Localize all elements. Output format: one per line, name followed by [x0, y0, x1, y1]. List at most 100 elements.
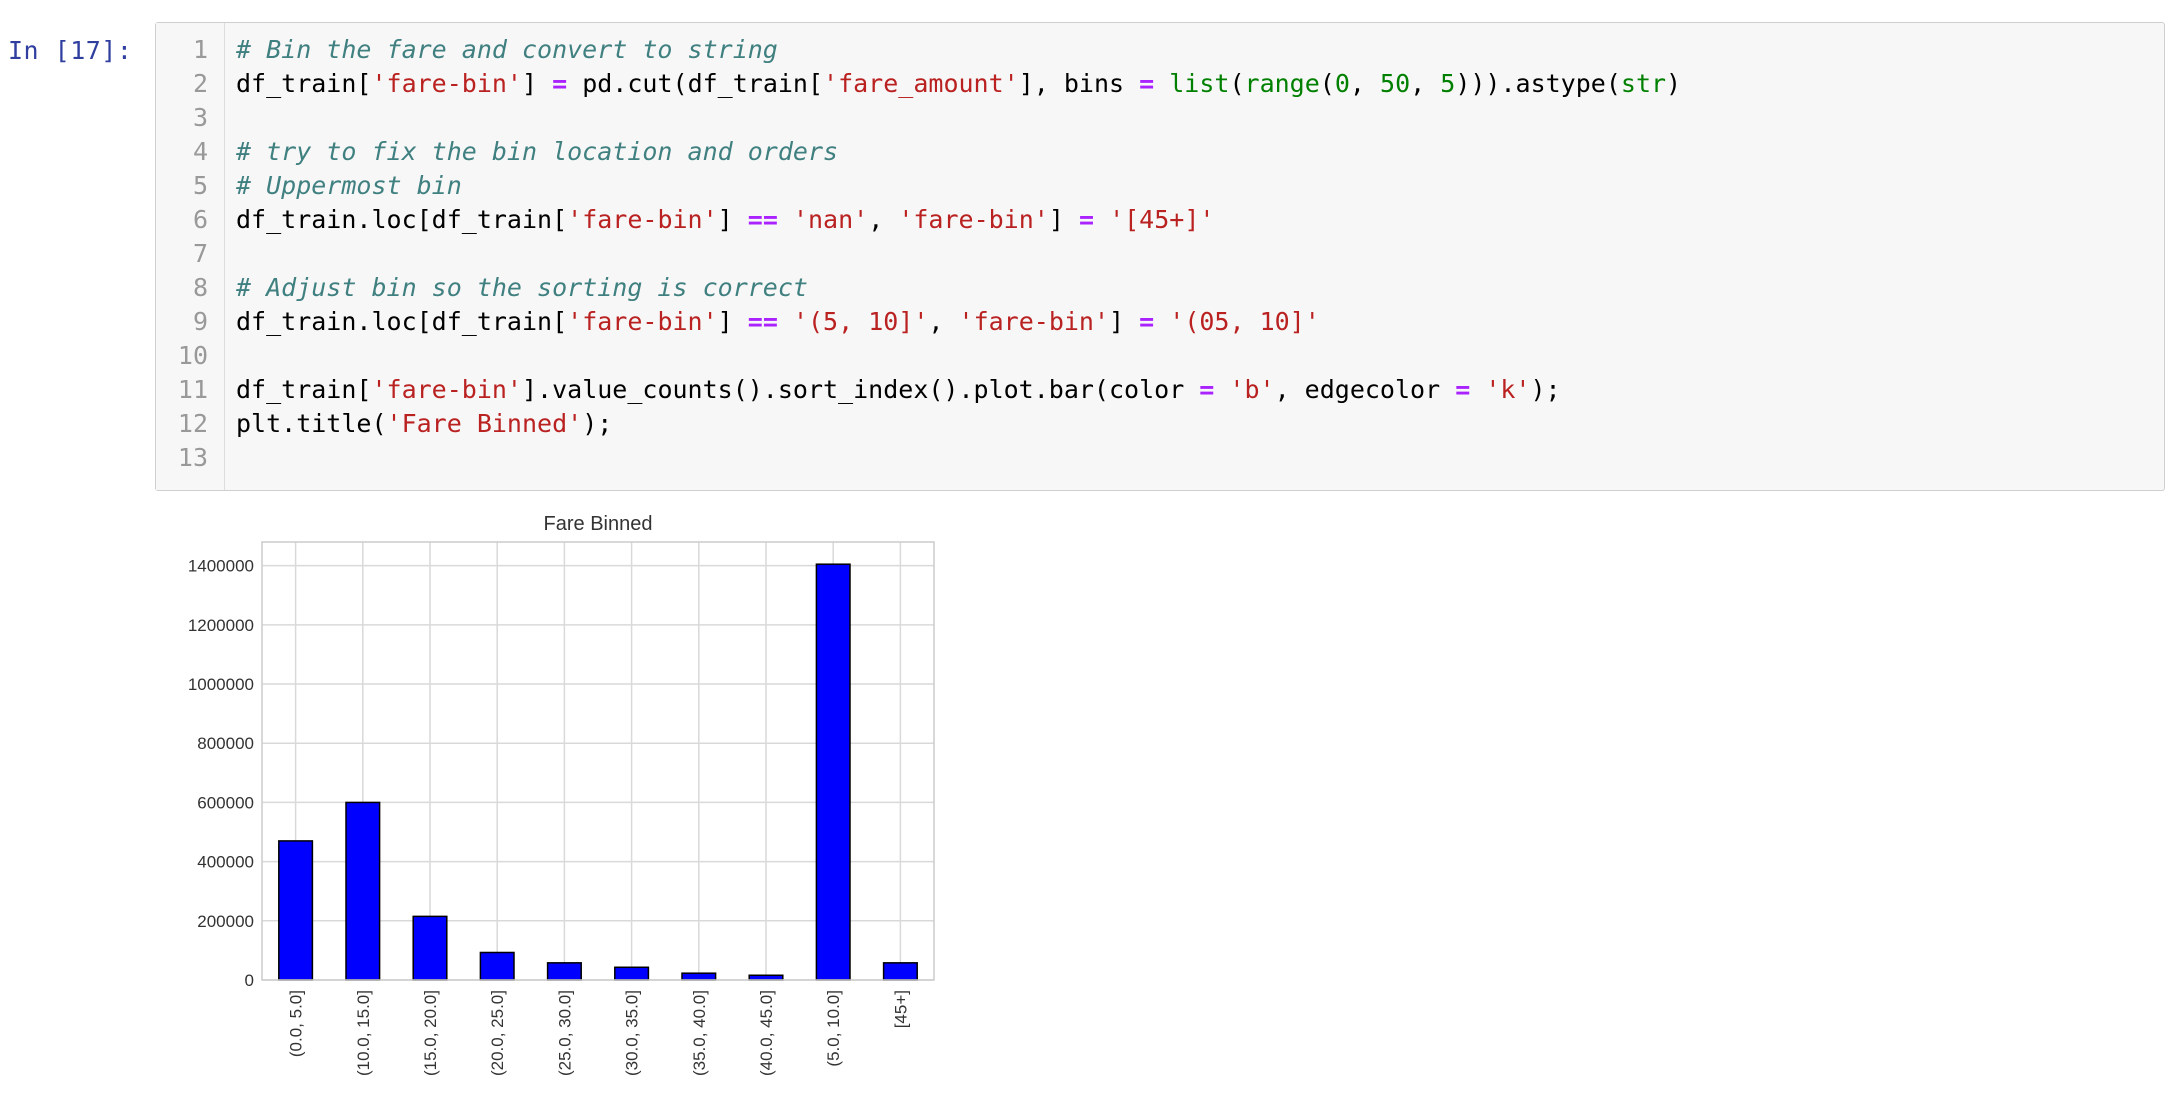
bar [546, 962, 582, 981]
code-line[interactable]: 3 [156, 101, 2164, 135]
code-token [1154, 69, 1169, 98]
bar [345, 801, 381, 981]
code-token: ); [1530, 375, 1561, 404]
code-token: 'nan' [792, 205, 869, 234]
line-number: 10 [177, 341, 208, 370]
code-token [1214, 375, 1229, 404]
y-tick-label: 1200000 [188, 616, 254, 635]
code-text: df_train.loc[df_train['fare-bin'] == '(5… [236, 305, 1320, 339]
code-token: == [747, 307, 778, 336]
x-tick-label: (30.0, 35.0] [623, 990, 642, 1076]
code-token: = [1078, 205, 1094, 234]
y-tick-label: 400000 [197, 853, 254, 872]
code-line[interactable]: 4 # try to fix the bin location and order… [156, 135, 2164, 169]
code-token: 'b' [1229, 375, 1275, 404]
bar-chart: 0 200000 400000 600000 800000 1000000 1200000 1… [188, 513, 935, 1076]
code-token: ); [582, 409, 613, 438]
code-token: 'k' [1485, 375, 1531, 404]
line-number: 7 [192, 239, 208, 268]
code-token: , [1410, 69, 1441, 98]
y-tick-label: 1000000 [188, 675, 254, 694]
line-number: 5 [192, 171, 208, 200]
code-line[interactable]: 13 [156, 441, 2164, 475]
code-token: = [552, 69, 568, 98]
code-token: ( [1319, 69, 1335, 98]
code-token: df_train.loc[df_train[ [236, 205, 568, 234]
y-tick-label: 1400000 [188, 557, 254, 576]
code-token: '(5, 10]' [792, 307, 929, 336]
chart-title: Fare Binned [544, 513, 653, 535]
code-token: df_train[ [236, 375, 372, 404]
code-token: = [1199, 375, 1215, 404]
code-token: 'fare-bin' [567, 307, 718, 336]
code-token: 'Fare Binned' [386, 409, 583, 438]
code-line[interactable]: 8 # Adjust bin so the sorting is correct [156, 271, 2164, 305]
bar [479, 951, 515, 981]
code-text: # Uppermost bin [236, 169, 462, 203]
code-token: range [1244, 69, 1320, 98]
code-line[interactable]: 2 df_train['fare-bin'] = pd.cut(df_train[… [156, 67, 2164, 101]
code-token: ] [717, 307, 748, 336]
code-token [1154, 307, 1169, 336]
code-token: 'fare-bin' [567, 205, 718, 234]
x-tick-label: (25.0, 30.0] [555, 990, 574, 1076]
code-text: # Adjust bin so the sorting is correct [236, 271, 808, 305]
code-line[interactable]: 12 plt.title('Fare Binned'); [156, 407, 2164, 441]
x-tick-label: [45+] [891, 990, 910, 1028]
code-token: ] [1109, 307, 1140, 336]
code-token: '[45+]' [1109, 205, 1215, 234]
y-tick-label: 600000 [197, 793, 254, 812]
code-line[interactable]: 6 df_train.loc[df_train['fare-bin'] == 'n… [156, 203, 2164, 237]
code-token: == [747, 205, 778, 234]
code-token: = [1455, 375, 1471, 404]
code-cell-editor[interactable]: 1 # Bin the fare and convert to string 2 df… [155, 22, 2165, 491]
y-tick-label: 800000 [197, 734, 254, 753]
code-token: , [1349, 69, 1381, 98]
code-token: df_train[ [236, 69, 372, 98]
code-token: ) [1666, 69, 1682, 98]
code-token: ))).astype( [1455, 69, 1621, 98]
x-tick-label: (20.0, 25.0] [488, 990, 507, 1076]
bar [412, 915, 448, 981]
code-token: ] [1048, 205, 1079, 234]
line-number: 9 [192, 307, 208, 336]
line-number-gutter [156, 23, 225, 490]
code-line[interactable]: 1 # Bin the fare and convert to string [156, 33, 2164, 67]
bar [681, 972, 717, 981]
bar [278, 840, 314, 981]
code-token [778, 205, 793, 234]
code-token: 'fare-bin' [371, 375, 522, 404]
code-token: plt.title( [236, 409, 387, 438]
line-number: 2 [192, 69, 208, 98]
y-tick-label: 200000 [197, 912, 254, 931]
code-token: 'fare-bin' [371, 69, 522, 98]
code-text: plt.title('Fare Binned'); [236, 407, 612, 441]
output-chart: 0 200000 400000 600000 800000 1000000 1200000 1… [120, 505, 960, 1095]
code-token: # Adjust bin so the sorting is correct [236, 273, 808, 302]
code-token: ] [521, 69, 553, 98]
code-line[interactable]: 5 # Uppermost bin [156, 169, 2164, 203]
code-line[interactable]: 9 df_train.loc[df_train['fare-bin'] == '(… [156, 305, 2164, 339]
code-token: list [1169, 69, 1230, 98]
code-token: pd.cut(df_train[ [567, 69, 824, 98]
code-token: 0 [1334, 69, 1350, 98]
code-token: str [1620, 69, 1667, 98]
code-token: df_train.loc[df_train[ [236, 307, 568, 336]
x-tick-label: (15.0, 20.0] [421, 990, 440, 1076]
code-line[interactable]: 11 df_train['fare-bin'].value_counts().so… [156, 373, 2164, 407]
bar [815, 563, 851, 981]
code-token: # try to fix the bin location and orders [236, 137, 839, 166]
code-token: = [1139, 307, 1155, 336]
code-text: # Bin the fare and convert to string [236, 33, 778, 67]
x-tick-label: (40.0, 45.0] [757, 990, 776, 1076]
code-lines: 1 # Bin the fare and convert to string 2 df… [156, 33, 2164, 475]
code-token [1094, 205, 1109, 234]
code-line[interactable]: 7 [156, 237, 2164, 271]
x-tick-label: (10.0, 15.0] [354, 990, 373, 1076]
x-tick-label: (5.0, 10.0] [824, 990, 843, 1067]
code-token: , [928, 307, 959, 336]
code-token: ], bins [1018, 69, 1140, 98]
code-line[interactable]: 10 [156, 339, 2164, 373]
code-token: 'fare-bin' [958, 307, 1110, 336]
code-token: , [868, 205, 899, 234]
